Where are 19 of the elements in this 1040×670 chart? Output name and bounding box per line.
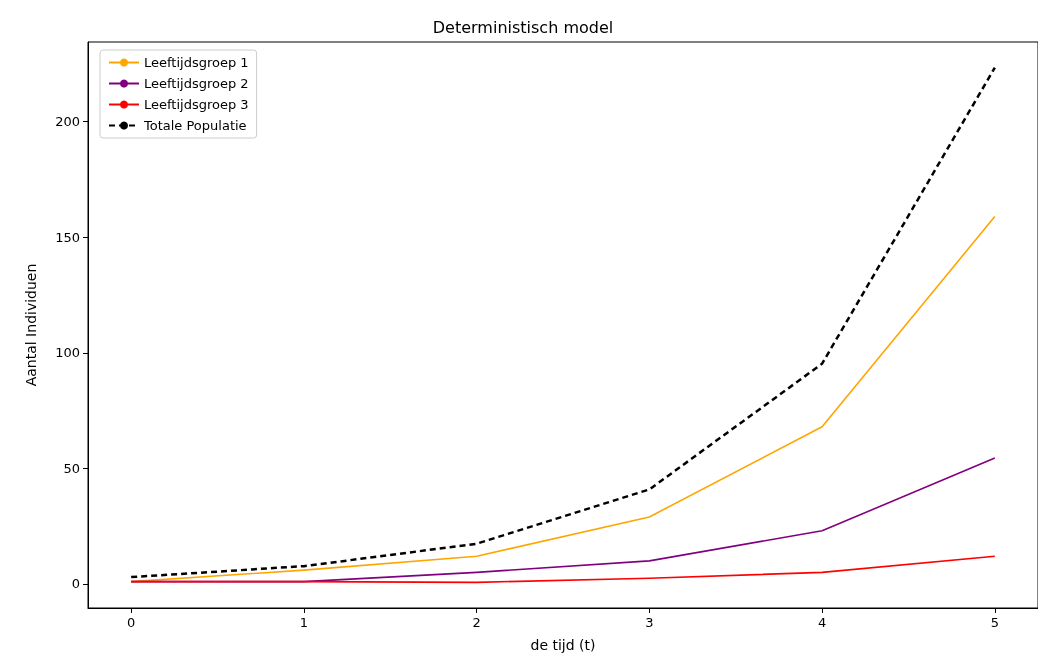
legend-label: Leeftijdsgroep 1 xyxy=(144,55,249,70)
y-tick-label: 150 xyxy=(55,229,80,245)
x-tick-label: 3 xyxy=(645,615,654,630)
y-tick-label: 0 xyxy=(71,576,80,592)
x-tick-label: 5 xyxy=(990,615,999,630)
x-tick-label: 4 xyxy=(817,615,827,630)
y-tick-label: 50 xyxy=(63,460,80,476)
legend-label: Totale Populatie xyxy=(143,118,247,133)
legend-label: Leeftijdsgroep 3 xyxy=(144,97,249,112)
y-tick-label: 200 xyxy=(55,114,80,130)
line-series xyxy=(130,555,996,584)
chart-title: Deterministisch model xyxy=(432,17,614,37)
x-tick-label: 0 xyxy=(127,615,136,630)
legend-label: Leeftijdsgroep 2 xyxy=(144,76,249,91)
y-axis-title: Aantal Individuen xyxy=(23,263,39,387)
x-tick-label: 1 xyxy=(299,615,309,630)
x-axis-title: de tijd (t) xyxy=(530,637,596,653)
x-tick-label: 2 xyxy=(472,615,481,630)
y-tick-label: 100 xyxy=(55,345,80,361)
